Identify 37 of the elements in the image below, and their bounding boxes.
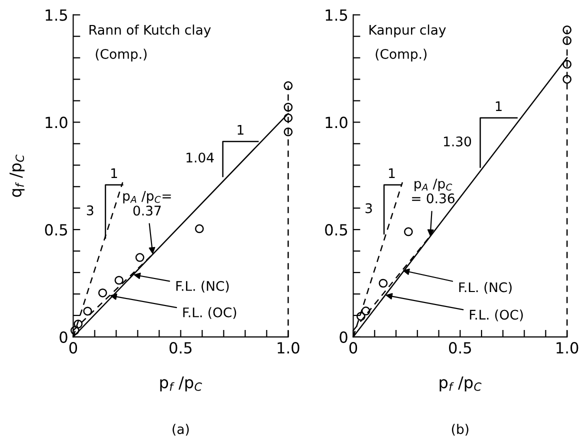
text: (Comp.) <box>376 48 426 62</box>
y-tick-label: 0 <box>340 331 348 343</box>
x-axis-title: p$_{f}$ /p$_{C}$ <box>160 376 202 392</box>
x-tick-label: 0 <box>69 342 78 354</box>
text: Kanpur clay <box>370 24 446 38</box>
text: Rann of Kutch clay <box>90 24 211 38</box>
y-tick-label: 1.0 <box>46 116 68 128</box>
x-tick-label: 1.0 <box>556 342 578 354</box>
annotation: p$_{A}$ /p$_{C}$ = 0.36 <box>412 178 454 204</box>
annotation: F.L. (NC) <box>459 282 512 294</box>
x-axis-title: p$_{f}$ /p$_{C}$ <box>440 376 482 392</box>
annotation: 3 <box>86 205 94 216</box>
y-tick-label: 1.5 <box>46 10 68 21</box>
annotation: 1 <box>238 125 244 135</box>
y-tick-label: 0 <box>60 331 68 343</box>
x-tick-label: 1.0 <box>278 342 300 354</box>
annotation: 1 <box>111 168 118 178</box>
x-tick-label: 0.5 <box>449 342 471 354</box>
annotation: F.L. (NC) <box>176 280 229 293</box>
x-tick-label: 0.5 <box>170 342 192 354</box>
x-tick-label: 0 <box>349 342 358 354</box>
y-tick-label: 1.5 <box>326 10 348 21</box>
text: (a) <box>172 424 189 436</box>
annotation: F.L. (OC) <box>470 310 523 322</box>
annotation: 1 <box>496 101 502 112</box>
annotation: 1.04 <box>186 152 214 163</box>
annotation: 1.30 <box>444 136 472 146</box>
annotation: 1 <box>388 168 395 178</box>
y-axis-title: q$_{f}$ /p$_{C}$ <box>10 154 25 197</box>
y-tick-label: 0.5 <box>45 224 68 236</box>
annotation: p$_{A}$ /p$_{C}$= 0.37 <box>123 190 171 216</box>
annotation: 3 <box>366 203 372 214</box>
y-tick-label: 1.0 <box>326 116 348 128</box>
text: (Comp.) <box>96 48 147 62</box>
text: (b) <box>452 424 468 436</box>
y-tick-label: 0.5 <box>325 224 348 236</box>
annotation: F.L. (OC) <box>183 307 236 319</box>
